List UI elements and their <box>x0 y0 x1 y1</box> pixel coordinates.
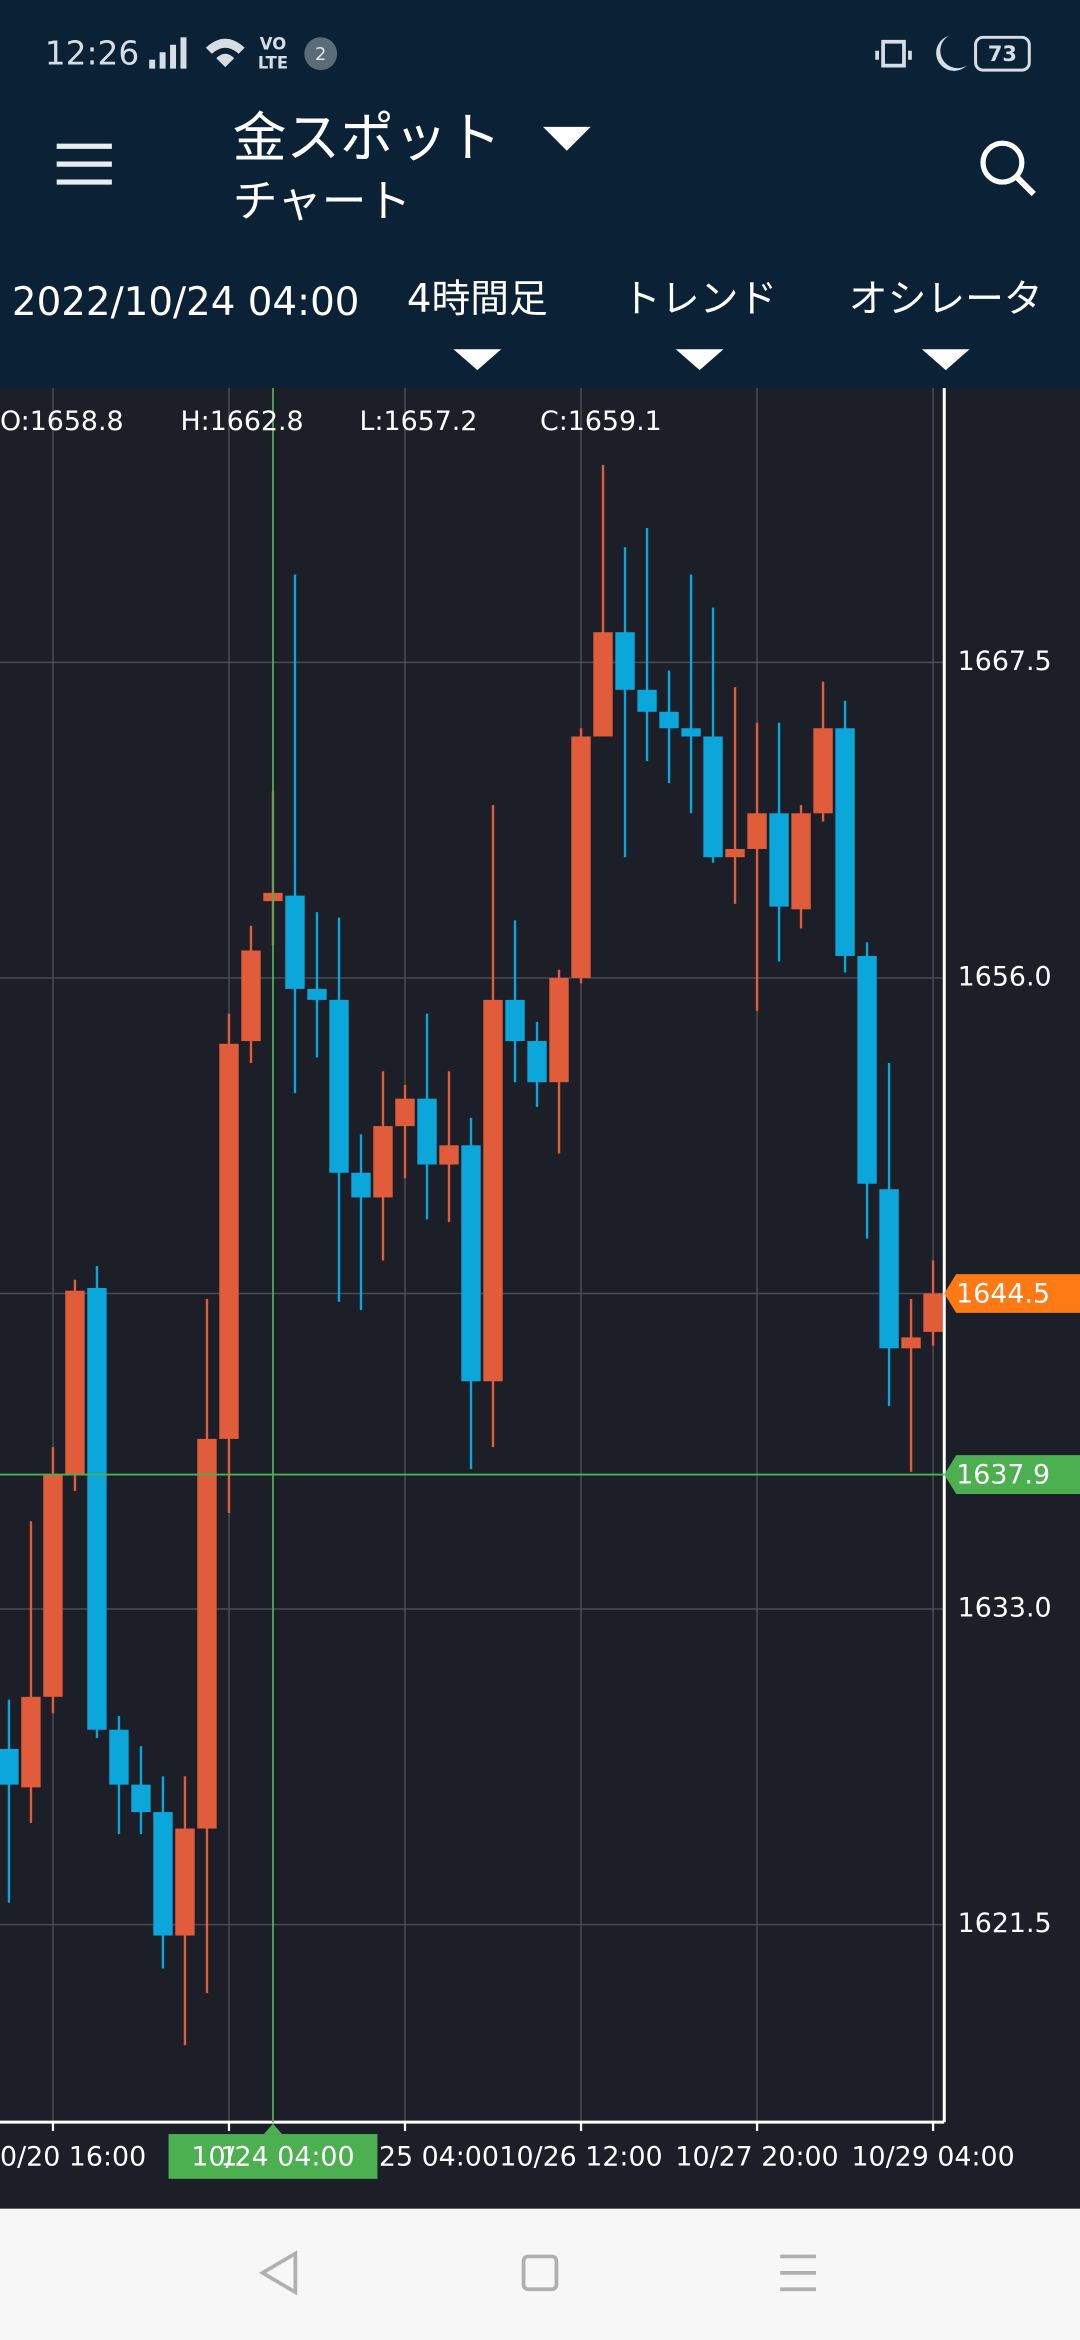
y-tick-label: 1621.5 <box>958 1908 1052 1939</box>
oscillator-tab[interactable]: オシレータ <box>849 277 1043 322</box>
nav-home[interactable] <box>521 2254 559 2292</box>
candle-body <box>439 1145 459 1165</box>
cursor-x-label-bg <box>168 2134 378 2179</box>
candle-body <box>835 728 855 956</box>
candle-body <box>153 1812 173 1936</box>
cursor-x-label: 10/24 04:00 <box>191 2141 354 2172</box>
status-time: 12:26 <box>45 35 140 73</box>
chart: 1667.51656.01644.51633.01621.51637.91644… <box>0 388 1080 2179</box>
volte-label: LTE <box>258 54 288 73</box>
candle-body <box>615 632 635 690</box>
candle-body <box>857 955 877 1184</box>
dnd-moon-icon <box>936 35 967 71</box>
volte-label: VO <box>260 34 286 53</box>
candle-body <box>637 689 657 712</box>
candle-body <box>747 813 767 849</box>
candle-body <box>307 988 327 1000</box>
search-button[interactable] <box>980 140 1036 197</box>
x-tick-label: 10/27 20:00 <box>675 2141 838 2172</box>
candle-body <box>879 1189 899 1349</box>
notification-badge <box>304 37 338 71</box>
ohlc-label: O:1658.8 <box>0 406 124 437</box>
candle-body <box>527 1041 547 1083</box>
battery-level: 73 <box>988 42 1017 66</box>
candle-body <box>417 1098 437 1165</box>
nav-bar <box>0 2208 1080 2340</box>
candle-body <box>483 999 503 1382</box>
nav-recents[interactable] <box>780 2254 816 2292</box>
candle-body <box>351 1172 371 1198</box>
menu-button[interactable] <box>56 143 112 185</box>
candle-body <box>285 895 305 989</box>
candle-body <box>87 1287 107 1730</box>
tab-arrow[interactable] <box>921 349 970 371</box>
candle-body <box>769 813 789 907</box>
candle-body <box>329 999 349 1173</box>
x-tick-label: 10/26 12:00 <box>499 2141 662 2172</box>
app-subtitle: チャート <box>233 174 412 227</box>
ohlc-label: H:1662.8 <box>180 406 303 437</box>
candle-body <box>549 977 569 1083</box>
candle-body <box>219 1043 239 1439</box>
x-tick-label: 25 04:00 <box>379 2141 499 2172</box>
candle-body <box>21 1696 41 1788</box>
candle-body <box>505 999 525 1042</box>
x-tick-label: 10/29 04:00 <box>851 2141 1014 2172</box>
candle-body <box>659 711 679 729</box>
candle-body <box>197 1438 217 1829</box>
candle-body <box>923 1293 943 1332</box>
y-tick-label: 1656.0 <box>958 961 1052 992</box>
x-tick-label: 0/20 16:00 <box>0 2141 146 2172</box>
candle-body <box>175 1828 195 1936</box>
candle-body <box>725 848 745 858</box>
ohlc-label: L:1657.2 <box>360 406 478 437</box>
nav-back[interactable] <box>258 2250 298 2296</box>
candle-body <box>901 1337 921 1349</box>
y-tick-label: 1667.5 <box>958 646 1052 677</box>
candle-body <box>461 1145 481 1382</box>
candle-body <box>395 1098 415 1127</box>
candle-body <box>703 736 723 858</box>
candle-body <box>813 728 833 814</box>
candle-body <box>373 1126 393 1198</box>
candle-body <box>0 1748 19 1785</box>
signal-icon <box>149 37 187 69</box>
x-tick-label: 1 <box>220 2141 237 2172</box>
vibrate-icon <box>875 39 912 68</box>
app-title[interactable]: 金スポット <box>233 106 501 169</box>
wifi-icon <box>205 38 245 68</box>
candle-body <box>791 813 811 910</box>
candle-body <box>593 632 613 737</box>
title-dropdown-arrow[interactable] <box>542 126 591 151</box>
notification-count: 2 <box>315 44 326 65</box>
candle-body <box>571 736 591 978</box>
candle-body <box>241 950 261 1042</box>
last-price-label: 1644.5 <box>956 1278 1050 1309</box>
trend-tab[interactable]: トレンド <box>622 277 777 322</box>
cursor-x-pointer <box>264 2123 282 2135</box>
y-tick-label: 1633.0 <box>958 1593 1052 1624</box>
candle-body <box>109 1729 129 1785</box>
battery-icon <box>974 35 1031 72</box>
last-price-pointer <box>944 1274 1080 1313</box>
candle-body <box>43 1474 63 1697</box>
candle-body <box>131 1784 151 1813</box>
timeframe-tab[interactable]: 4時間足 <box>407 277 548 322</box>
candle-body <box>65 1290 85 1475</box>
crosshair-price-label: 1637.9 <box>956 1460 1050 1491</box>
tab-arrow[interactable] <box>675 349 724 371</box>
tab-arrow[interactable] <box>453 349 502 371</box>
crosshair-price-pointer <box>944 1455 1080 1494</box>
ohlc-label: C:1659.1 <box>540 406 662 437</box>
datetime-selector[interactable]: 2022/10/24 04:00 <box>12 280 360 325</box>
candle-body <box>681 728 701 737</box>
